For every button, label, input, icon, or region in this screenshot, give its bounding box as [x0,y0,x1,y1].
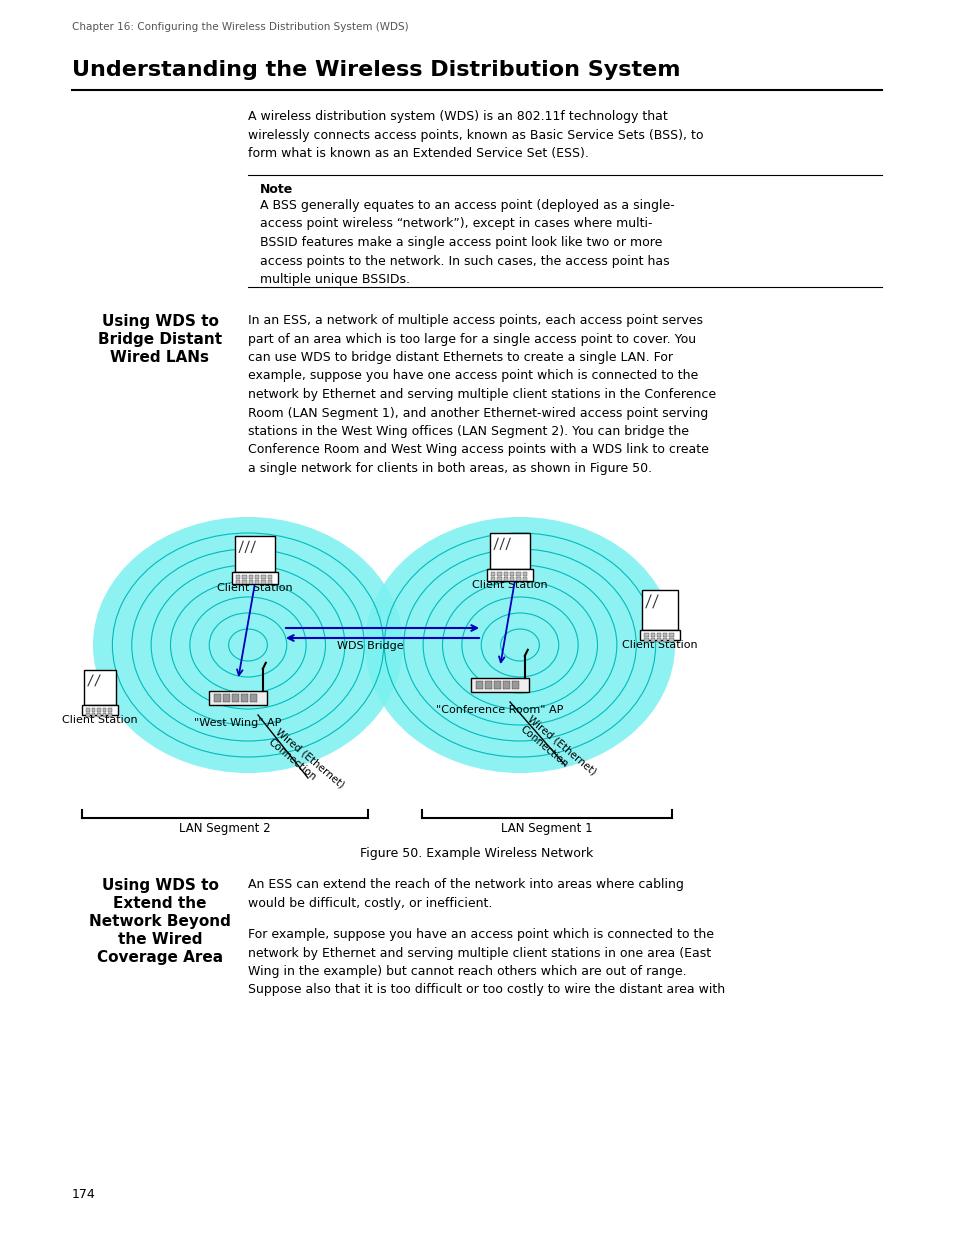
Text: LAN Segment 2: LAN Segment 2 [179,823,271,835]
Text: Client Station: Client Station [62,715,137,725]
Bar [241,694,248,701]
Bar [232,694,239,701]
Text: Wired (Ethernet)
Connection: Wired (Ethernet) Connection [517,714,598,787]
Bar [491,577,495,582]
Bar [261,580,265,584]
Text: Using WDS to: Using WDS to [101,878,218,893]
FancyBboxPatch shape [490,534,529,569]
Text: For example, suppose you have an access point which is connected to the
network : For example, suppose you have an access … [248,927,724,997]
Text: Client Station: Client Station [621,640,697,650]
Bar [491,572,495,577]
Bar [249,580,253,584]
Bar [261,576,265,579]
Text: LAN Segment 1: LAN Segment 1 [500,823,592,835]
Bar [254,576,259,579]
Text: Understanding the Wireless Distribution System: Understanding the Wireless Distribution … [71,61,679,80]
FancyBboxPatch shape [232,572,277,584]
Text: Chapter 16: Configuring the Wireless Distribution System (WDS): Chapter 16: Configuring the Wireless Dis… [71,22,408,32]
Text: "Conference Room" AP: "Conference Room" AP [436,705,563,715]
FancyBboxPatch shape [209,690,267,705]
Bar [223,694,230,701]
Bar [497,572,501,577]
Bar [267,580,272,584]
Bar [249,576,253,579]
Ellipse shape [92,517,402,773]
FancyBboxPatch shape [84,671,116,705]
Bar [516,572,520,577]
Bar [267,576,272,579]
Bar [108,713,112,718]
Bar [503,572,507,577]
Bar [497,577,501,582]
Bar [103,713,106,718]
Bar [510,577,514,582]
Text: Figure 50. Example Wireless Network: Figure 50. Example Wireless Network [360,847,593,860]
Text: Wired LANs: Wired LANs [111,350,210,366]
Bar [662,637,667,642]
Bar [242,576,247,579]
Bar [516,577,520,582]
Text: Network Beyond: Network Beyond [89,914,231,929]
FancyBboxPatch shape [82,705,117,715]
Text: An ESS can extend the reach of the network into areas where cabling
would be dif: An ESS can extend the reach of the netwo… [248,878,683,909]
Bar [512,682,518,689]
Bar [643,637,648,642]
Bar [250,694,257,701]
Bar [650,632,654,636]
Bar [502,682,510,689]
Bar [485,682,492,689]
FancyBboxPatch shape [641,590,678,630]
Bar [103,708,106,713]
FancyBboxPatch shape [487,569,532,580]
Text: Bridge Distant: Bridge Distant [98,332,222,347]
Text: Client Station: Client Station [217,583,293,593]
Text: Client Station: Client Station [472,580,547,590]
Bar [97,713,101,718]
Bar [510,572,514,577]
Bar [650,637,654,642]
Bar [91,708,95,713]
Bar [669,637,673,642]
Text: the Wired: the Wired [117,932,202,947]
Bar [494,682,500,689]
Text: Using WDS to: Using WDS to [101,314,218,329]
Bar [522,577,526,582]
Text: WDS Bridge: WDS Bridge [336,641,403,651]
Bar [657,632,660,636]
Text: Extend the: Extend the [113,897,207,911]
Bar [242,580,247,584]
Text: Coverage Area: Coverage Area [97,950,223,965]
Bar [214,694,221,701]
FancyBboxPatch shape [639,630,679,641]
Ellipse shape [365,517,675,773]
Bar [108,708,112,713]
FancyBboxPatch shape [235,536,274,572]
Text: In an ESS, a network of multiple access points, each access point serves
part of: In an ESS, a network of multiple access … [248,314,716,475]
Bar [657,637,660,642]
Bar [522,572,526,577]
Bar [97,708,101,713]
Text: Wired (Ethernet)
Connection: Wired (Ethernet) Connection [266,727,346,800]
Bar [254,580,259,584]
Text: 174: 174 [71,1188,95,1200]
Bar [236,580,240,584]
Bar [476,682,482,689]
Bar [503,577,507,582]
Bar [87,713,90,718]
Bar [236,576,240,579]
Bar [87,708,90,713]
Text: A BSS generally equates to an access point (deployed as a single-
access point w: A BSS generally equates to an access poi… [260,199,674,287]
Bar [669,632,673,636]
Text: Note: Note [260,183,293,196]
Text: "West Wing" AP: "West Wing" AP [194,718,281,727]
FancyBboxPatch shape [471,678,528,692]
Text: A wireless distribution system (WDS) is an 802.11f technology that
wirelessly co: A wireless distribution system (WDS) is … [248,110,702,161]
Bar [91,713,95,718]
Bar [662,632,667,636]
Bar [643,632,648,636]
